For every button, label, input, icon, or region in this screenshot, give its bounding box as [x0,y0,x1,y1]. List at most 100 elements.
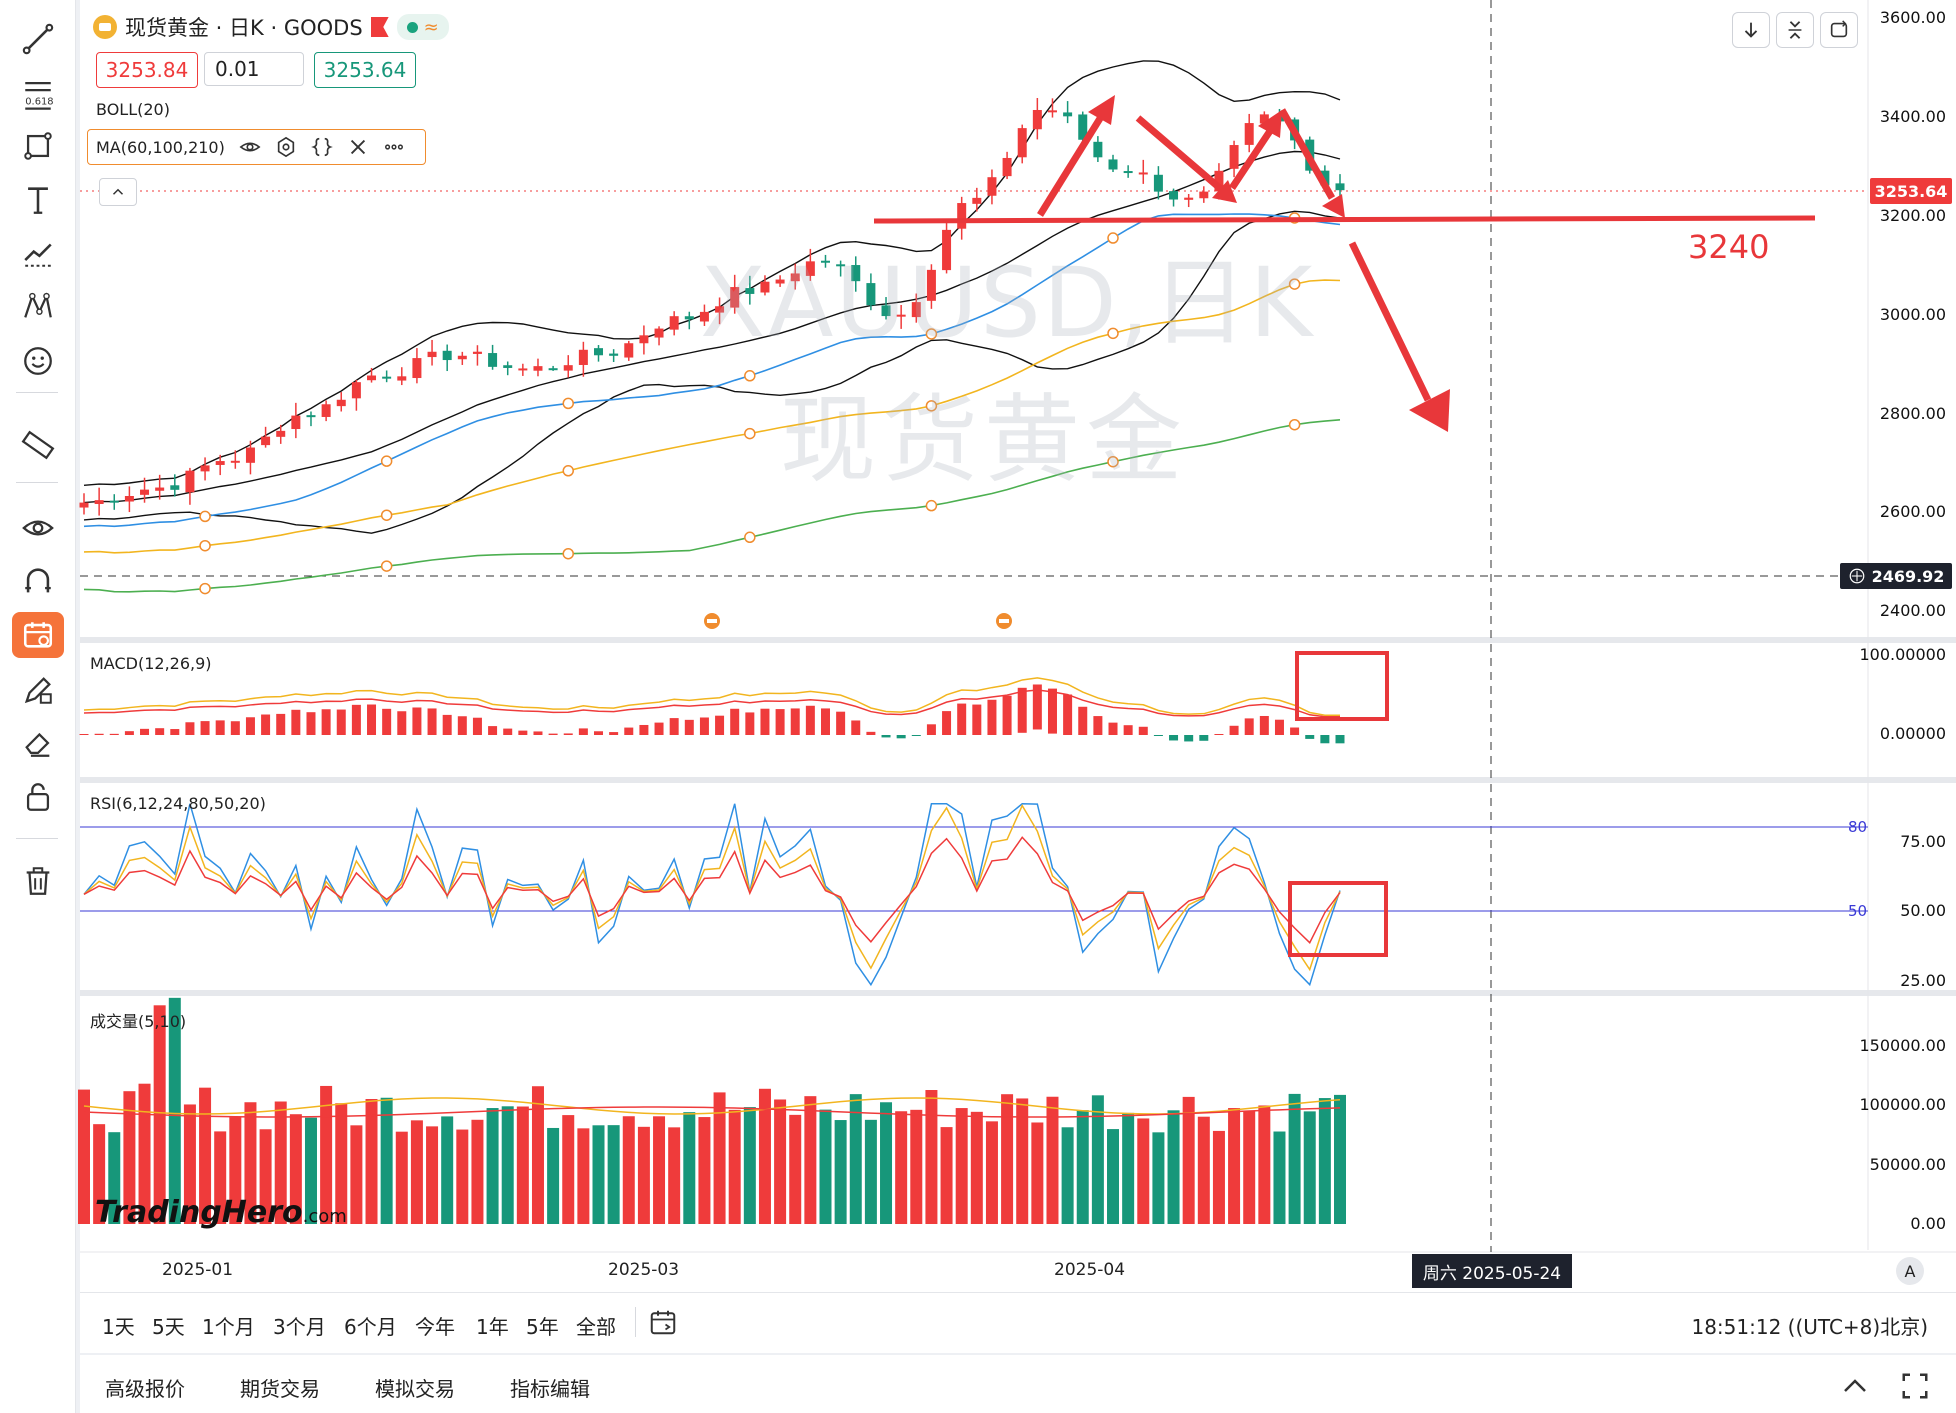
ma-marker [380,560,393,572]
candle-body [594,348,604,356]
magnet-icon[interactable] [12,558,64,604]
volume-indicator-label[interactable]: 成交量(5,10) [90,1012,187,1031]
candle-body [306,415,316,418]
chevron-up-icon[interactable] [1840,1371,1870,1401]
timeframe-ytd[interactable]: 今年 [415,1315,455,1339]
macd-indicator-label[interactable]: MACD(12,26,9) [90,654,212,673]
candle-body [639,335,649,344]
market-status-pill[interactable]: ≈ [396,14,449,40]
trash-icon[interactable] [12,858,64,904]
tab-futures-trading[interactable]: 期货交易 [240,1377,320,1401]
macd-histogram-bar [261,714,271,735]
time-axis-label: 2025-04 [1054,1260,1126,1280]
tab-advanced-quote[interactable]: 高级报价 [105,1377,185,1401]
arrow-down-big[interactable] [1348,241,1432,402]
auto-scale-button[interactable]: A [1896,1257,1924,1285]
volume-bar [304,1117,317,1224]
price-axis-label: 3000.00 [1879,305,1946,324]
timeframe-5d[interactable]: 5天 [152,1315,185,1339]
arrow-down-2[interactable] [1278,108,1336,200]
refresh-button[interactable] [1820,12,1858,48]
candle-body [1032,109,1042,130]
close-icon[interactable] [347,136,369,158]
support-line-3240[interactable] [873,215,1816,224]
timeframe-all[interactable]: 全部 [576,1315,616,1339]
arrow-down-1[interactable] [1135,115,1225,193]
text-icon[interactable] [12,177,64,223]
macd-histogram-bar [457,716,467,735]
panel-divider[interactable] [80,777,1956,783]
volume-bar [1228,1108,1241,1224]
clock-timezone[interactable]: 18:51:12 ((UTC+8)北京) [1691,1315,1928,1339]
fullscreen-icon[interactable] [1900,1371,1930,1401]
collapse-legend-button[interactable] [99,178,137,206]
bottom-tab-bar: 高级报价 期货交易 模拟交易 指标编辑 [80,1355,1956,1413]
eraser-icon[interactable] [12,720,64,766]
candle-body [1063,112,1073,117]
volume-bar [1258,1105,1271,1224]
panel-divider[interactable] [80,990,1956,996]
price-axis-label: 2800.00 [1879,404,1946,423]
trend-line-icon[interactable] [12,16,64,62]
download-button[interactable] [1732,12,1770,48]
ask-price[interactable]: 3253.64 [314,52,416,88]
macd-highlight-box[interactable] [1295,651,1389,721]
collapse-panels-button[interactable] [1776,12,1814,48]
macd-histogram-bar [987,699,997,735]
timeframe-5y[interactable]: 5年 [526,1315,559,1339]
volume-bar [864,1119,877,1224]
pencil-lock-icon[interactable] [12,667,64,713]
volume-bar [743,1107,756,1224]
macd-histogram-bar [488,726,498,735]
panel-divider[interactable] [80,637,1956,643]
rsi-highlight-box[interactable] [1288,881,1388,957]
forecast-icon[interactable] [12,230,64,276]
timeframe-6m[interactable]: 6个月 [344,1315,397,1339]
calendar-icon[interactable] [12,612,64,658]
fibonacci-icon[interactable]: 0.618 [12,70,64,116]
ma-indicator-legend[interactable]: MA(60,100,210) [87,129,426,165]
tab-simulated-trading[interactable]: 模拟交易 [375,1377,455,1401]
candle-body [382,376,392,379]
eye-icon[interactable] [239,136,261,158]
annotation-drawings[interactable] [873,95,1816,957]
svg-text:0.618: 0.618 [25,96,53,107]
arrow-up-1[interactable] [1037,110,1107,217]
candle-body [851,265,861,282]
event-markers[interactable] [704,613,1012,629]
timeframe-3m[interactable]: 3个月 [273,1315,326,1339]
tab-indicator-editor[interactable]: 指标编辑 [510,1377,590,1401]
more-icon[interactable] [383,136,405,158]
candle-body [987,177,997,196]
rectangle-icon[interactable] [12,123,64,169]
date-range-icon[interactable] [648,1307,678,1337]
macd-histogram-bar [775,709,785,735]
ma-indicator-label: MA(60,100,210) [96,137,225,157]
symbol-header[interactable]: 现货黄金 · 日K · GOODS ≈ [93,12,449,42]
emoji-icon[interactable] [12,338,64,384]
code-braces-icon[interactable] [310,136,333,158]
macd-histogram-bar [654,722,664,735]
timeframe-1d[interactable]: 1天 [102,1315,135,1339]
candle-body [488,353,498,367]
candle-body [563,365,573,371]
timeframe-1m[interactable]: 1个月 [202,1315,255,1339]
pattern-icon[interactable] [12,283,64,329]
lock-icon[interactable] [12,774,64,820]
ma-marker [1288,278,1301,290]
macd-histogram-bar [684,719,694,735]
symbol-title[interactable]: 现货黄金 · 日K · GOODS [125,16,363,40]
timeframe-1y[interactable]: 1年 [476,1315,509,1339]
boll-indicator-label[interactable]: BOLL(20) [96,100,170,119]
bid-price[interactable]: 3253.84 [96,52,198,88]
arrow-up-2[interactable] [1229,126,1275,190]
settings-icon[interactable] [275,136,297,158]
volume-bar [970,1111,983,1224]
eye-icon[interactable] [12,505,64,551]
rsi-indicator-label[interactable]: RSI(6,12,24,80,50,20) [90,794,266,813]
volume-bar [1167,1110,1180,1224]
ruler-icon[interactable] [12,422,64,468]
boll-lower-line [83,210,1341,534]
chart-canvas[interactable] [0,0,1956,1295]
volume-bar [895,1111,908,1224]
